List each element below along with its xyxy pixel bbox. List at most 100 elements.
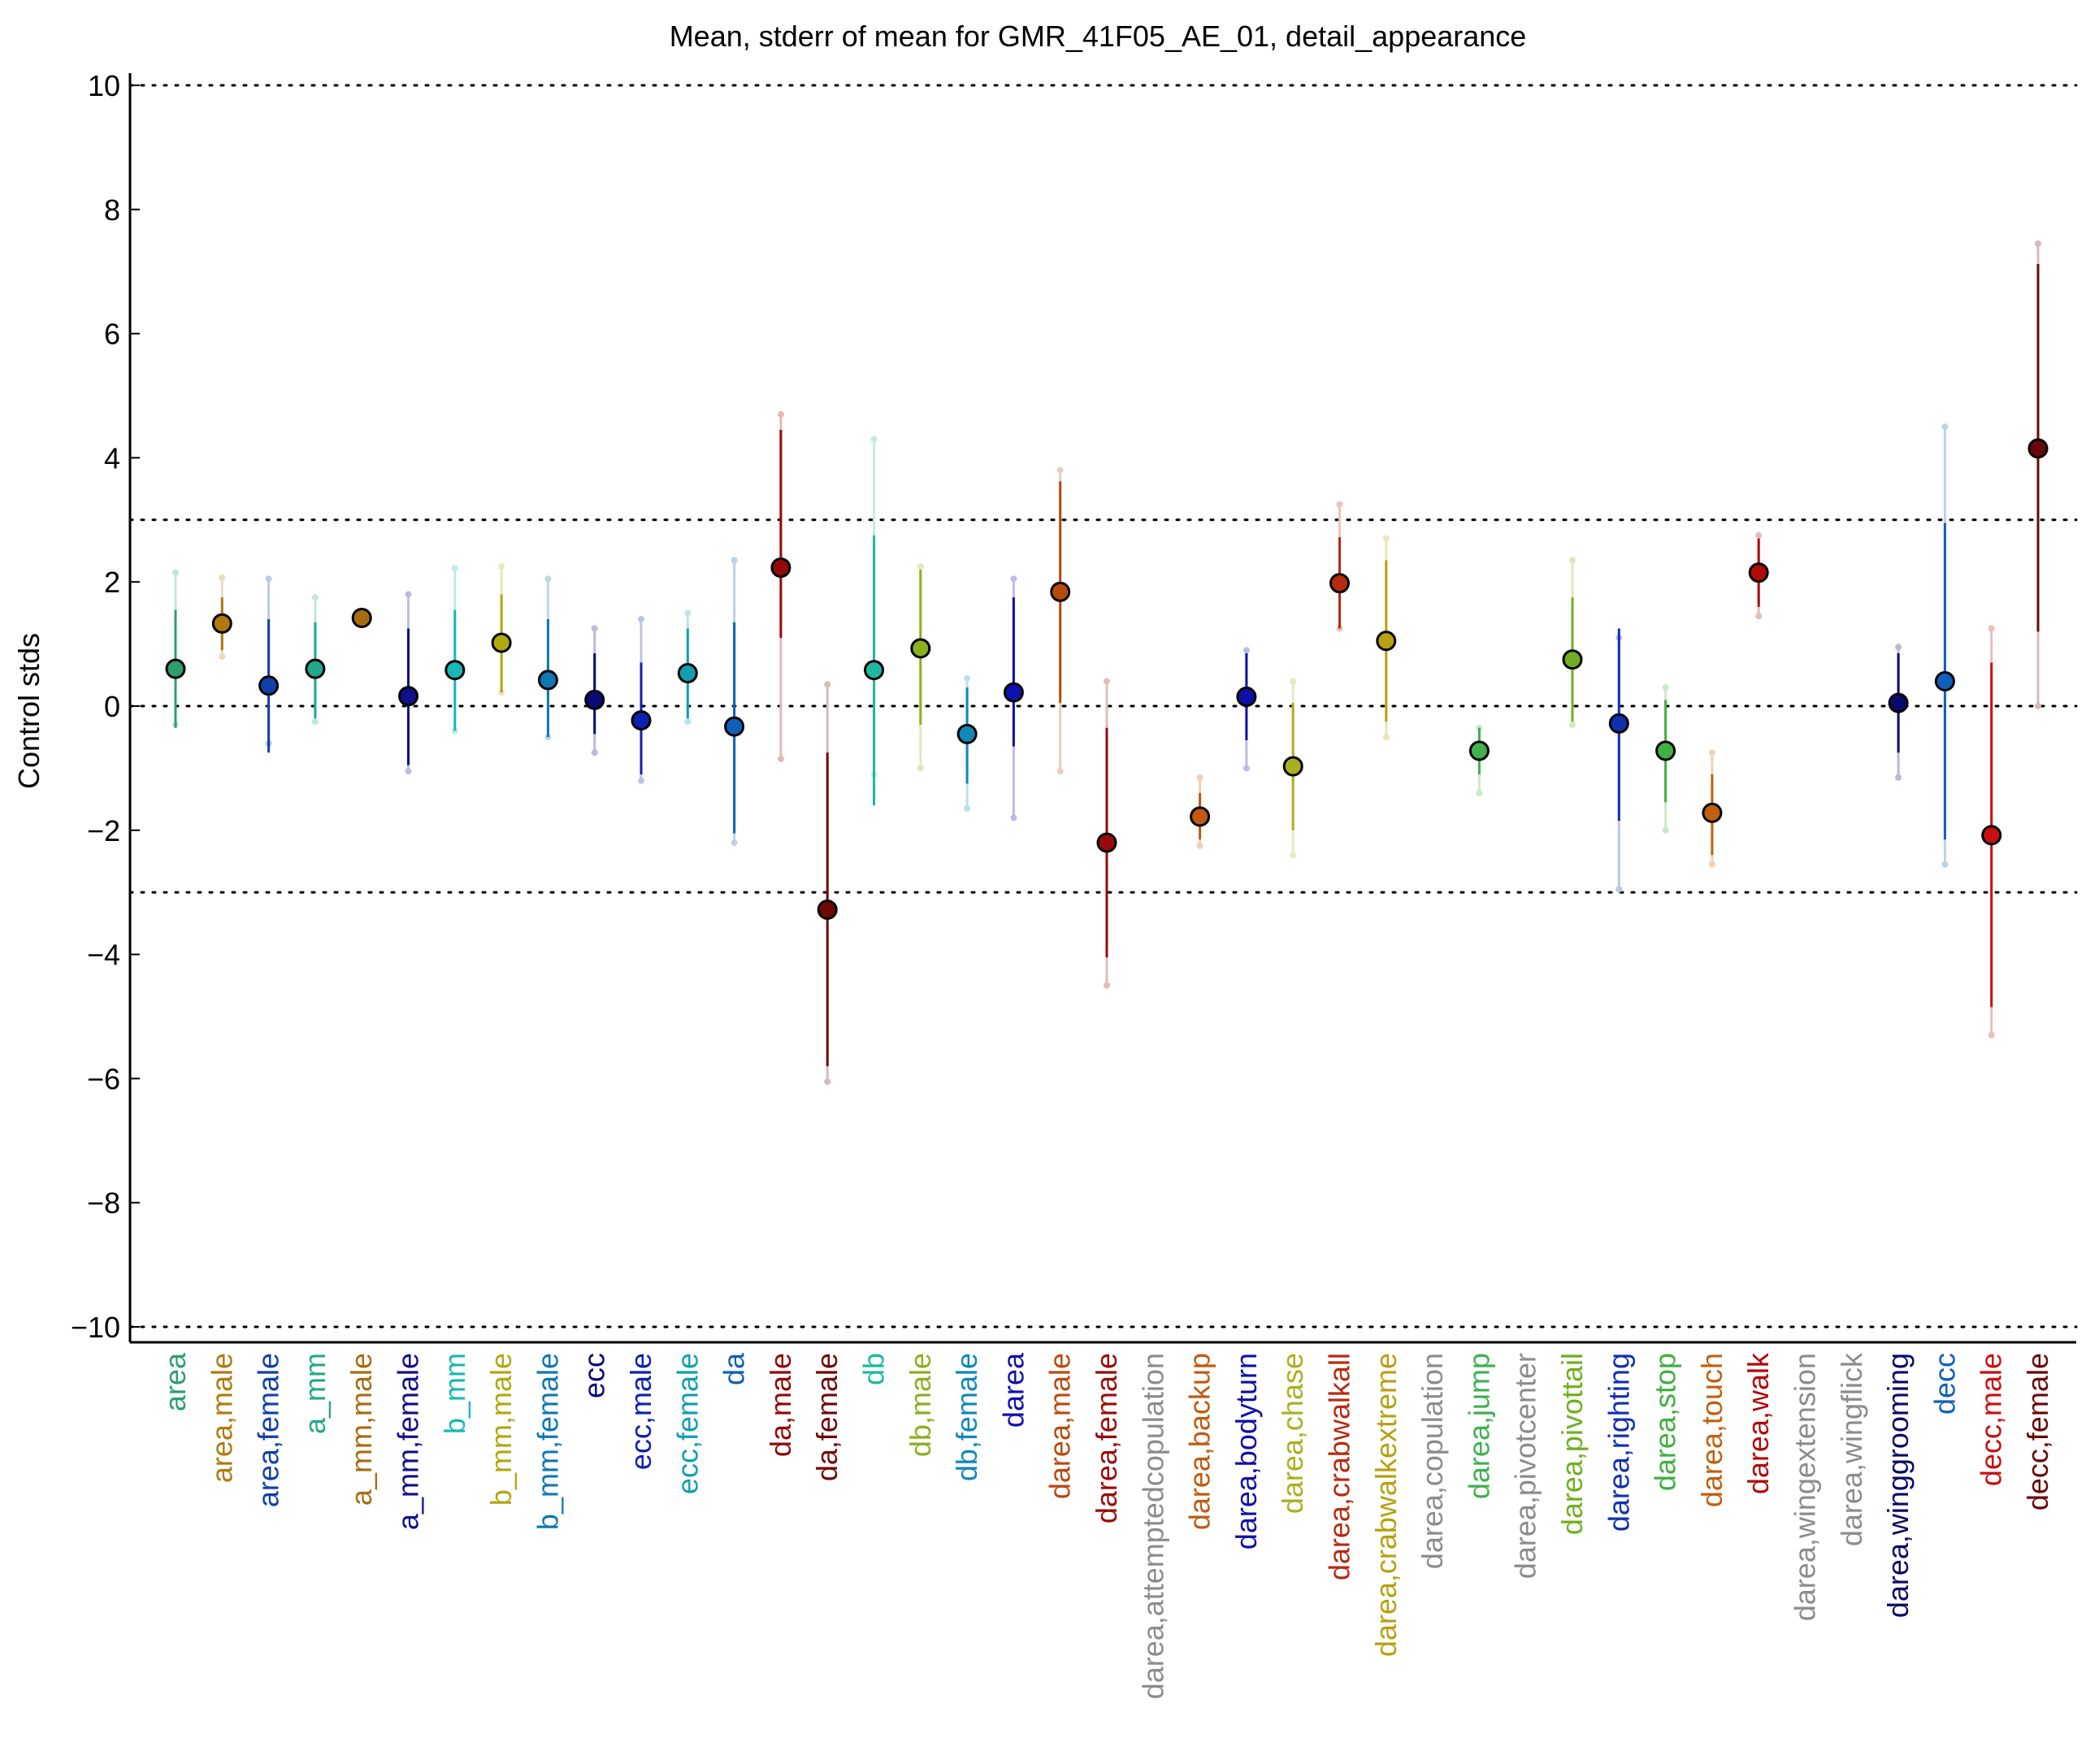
series-point-group: [910, 563, 931, 772]
mean-point: [445, 660, 466, 681]
series-point-group: [1981, 625, 2002, 1038]
series-point-group: [724, 557, 745, 847]
x-tick-label: darea,jump: [1462, 1353, 1495, 1499]
chart-title: Mean, stderr of mean for GMR_41F05_AE_01…: [670, 20, 1527, 53]
whisker-end: [1941, 423, 1949, 431]
whisker-end: [1615, 886, 1623, 893]
whisker-end: [1010, 814, 1017, 821]
x-tick-label: darea,wingextension: [1789, 1353, 1822, 1621]
whisker-end: [1290, 678, 1297, 685]
series-point-group: [631, 616, 652, 784]
series-point-group: [211, 574, 232, 660]
whisker-end: [638, 777, 644, 784]
mean-point: [1608, 713, 1629, 734]
x-tick-label: decc,female: [2021, 1353, 2054, 1510]
mean-point: [864, 660, 884, 681]
whisker-end: [1569, 721, 1576, 728]
whisker-end: [405, 768, 412, 775]
whisker-end: [1382, 734, 1390, 741]
series-point-group: [1050, 466, 1071, 775]
whisker-end: [1476, 789, 1483, 796]
x-tick-label: darea,winggrooming: [1881, 1353, 1915, 1618]
whisker-end: [591, 625, 598, 632]
whisker-end: [1336, 501, 1343, 508]
reference-lines: [128, 84, 2078, 1328]
whisker-end: [1104, 982, 1110, 989]
series-point-group: [445, 565, 466, 735]
mean-point: [258, 675, 280, 696]
whisker-end: [824, 681, 831, 688]
x-tick-label: darea,walk: [1741, 1352, 1775, 1494]
series-point-group: [1003, 575, 1024, 821]
whisker-end: [1895, 644, 1902, 651]
y-tick-label: −4: [87, 938, 120, 972]
x-tick-label: darea,touch: [1695, 1353, 1728, 1507]
mean-point: [724, 716, 745, 737]
mean-point: [1981, 825, 2002, 846]
x-tick-label: darea,chase: [1276, 1353, 1309, 1514]
whisker-end: [777, 410, 784, 418]
whisker-end: [1941, 860, 1949, 868]
series-point-group: [584, 625, 605, 756]
y-axis-label: Control stds: [12, 633, 46, 789]
series-point-group: [770, 410, 791, 762]
series-point-group: [351, 608, 372, 629]
mean-point: [1190, 806, 1211, 827]
x-tick-label: a_mm,female: [392, 1353, 425, 1530]
x-tick-label: darea,backup: [1183, 1353, 1216, 1530]
x-tick-label: darea,copulation: [1416, 1353, 1449, 1569]
x-tick-label: b_mm: [438, 1353, 471, 1434]
mean-point: [211, 613, 232, 634]
series-point-group: [1608, 628, 1629, 893]
x-tick-label: darea,stop: [1649, 1353, 1682, 1491]
whisker-end: [2035, 240, 2041, 247]
series-point-group: [1888, 644, 1909, 781]
whisker-end: [172, 569, 179, 576]
mean-point: [2027, 438, 2049, 459]
x-tick-label: darea,attemptedcopulation: [1136, 1353, 1169, 1699]
whisker-end: [1242, 765, 1250, 772]
x-tick-label: darea,pivottail: [1555, 1353, 1589, 1535]
whisker-end: [1056, 768, 1064, 775]
series-point-group: [1748, 531, 1769, 620]
whisker-end: [638, 616, 644, 623]
mean-point: [1282, 756, 1303, 777]
y-tick-label: 4: [104, 441, 120, 475]
whisker-end: [1196, 774, 1203, 781]
mean-point: [956, 723, 978, 744]
mean-point: [1376, 631, 1397, 652]
x-tick-label: decc: [1928, 1353, 1961, 1415]
series-point-group: [956, 674, 978, 813]
series-point-group: [1282, 678, 1303, 859]
mean-point: [1096, 832, 1117, 853]
series-point-group: [1236, 647, 1257, 772]
whisker-end: [1755, 613, 1763, 620]
whisker-end: [870, 436, 878, 443]
mean-point: [1888, 692, 1909, 713]
mean-point: [584, 689, 605, 710]
mean-point: [1050, 581, 1071, 602]
x-tick-label: darea,bodyturn: [1229, 1353, 1263, 1549]
x-tick-label: darea,crabwalkall: [1323, 1353, 1356, 1580]
x-tick-label: area,female: [252, 1353, 285, 1507]
whisker-end: [731, 839, 738, 847]
mean-point: [1702, 802, 1723, 823]
whisker-end: [917, 563, 924, 570]
data-marks: [165, 240, 2049, 1086]
whisker-end: [1662, 684, 1669, 691]
whisker-end: [591, 749, 598, 756]
series-point-group: [1096, 678, 1117, 989]
x-tick-label: area,male: [205, 1353, 238, 1483]
whisker-end: [265, 575, 272, 583]
series-point-group: [1934, 423, 1955, 868]
mean-point: [1003, 682, 1024, 703]
mean-point: [1329, 573, 1350, 594]
series-point-group: [165, 569, 186, 728]
y-tick-label: −8: [87, 1186, 120, 1220]
mean-point: [631, 710, 652, 731]
x-tick-label: darea,wingflick: [1835, 1352, 1868, 1546]
mean-point: [165, 658, 186, 679]
mean-point: [1562, 649, 1583, 670]
x-tick-label: ecc: [578, 1353, 611, 1398]
whisker-end: [1755, 531, 1763, 539]
